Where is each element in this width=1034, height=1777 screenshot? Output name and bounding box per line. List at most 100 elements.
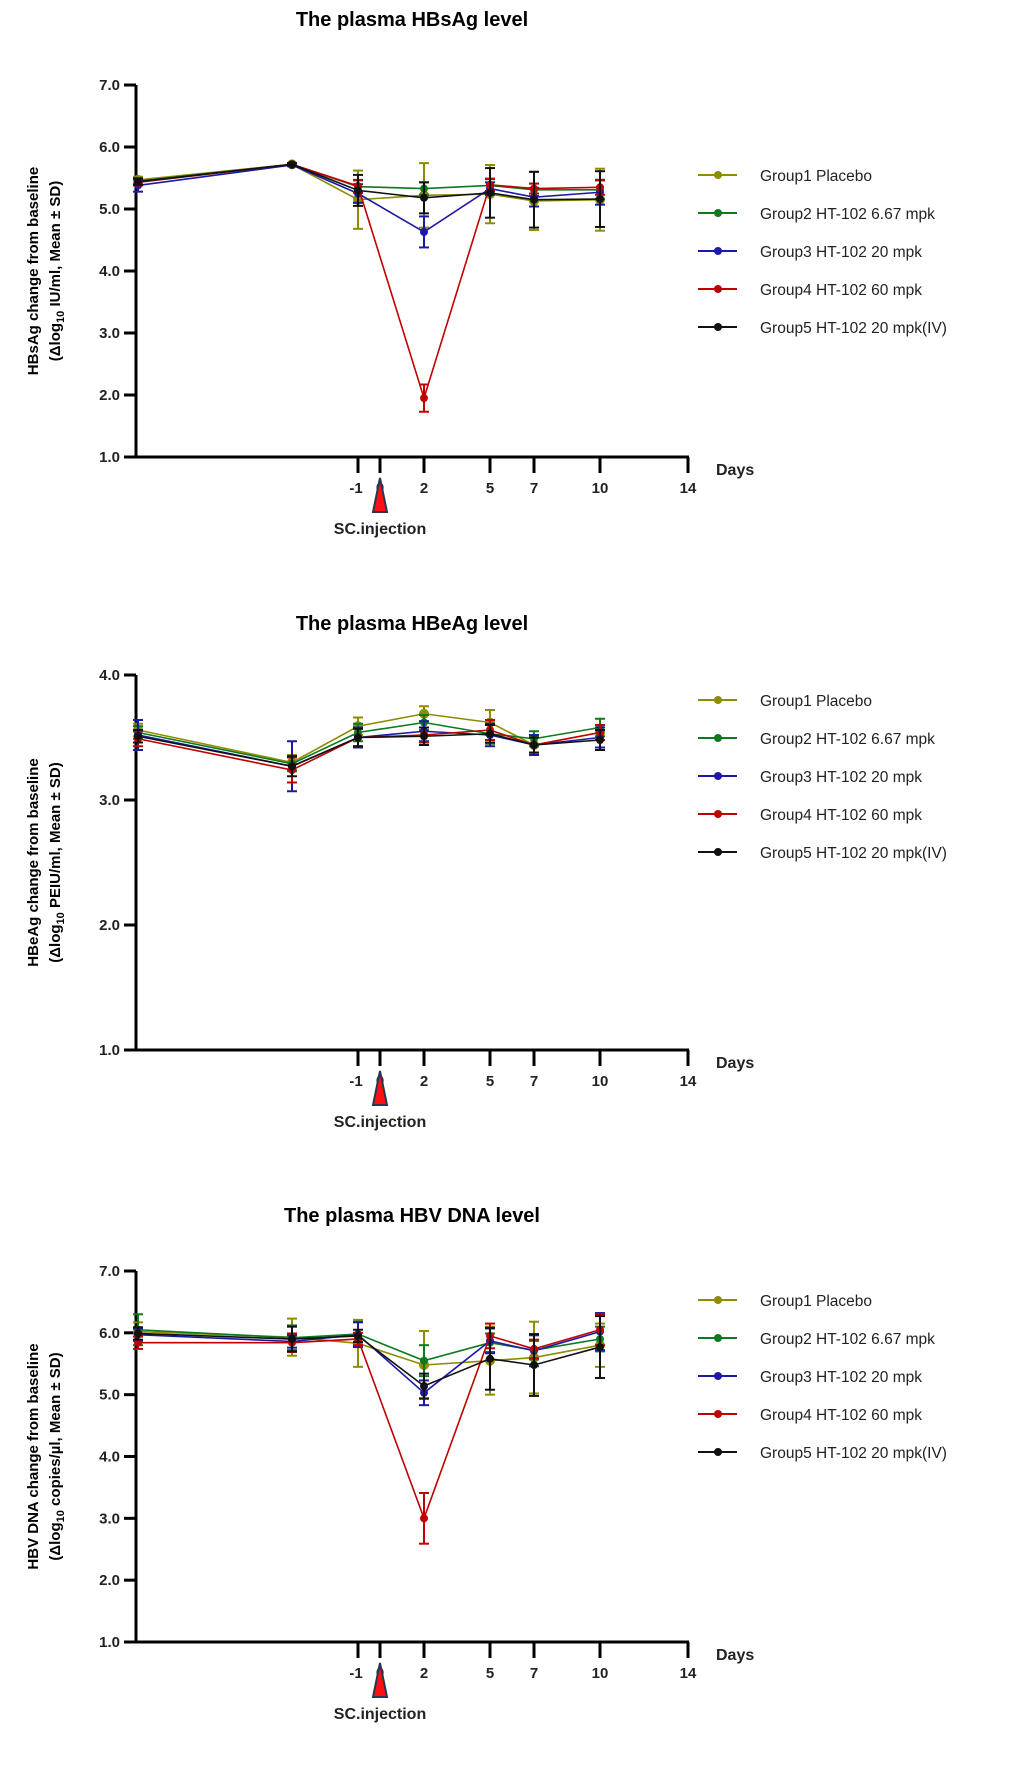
y-axis-label-suffix: PEIU/ml, Mean ± SD): [47, 762, 64, 912]
x-tick-label: 10: [592, 480, 609, 497]
legend-item: Group4 HT-102 60 mpk: [698, 807, 922, 824]
data-point: [530, 741, 538, 749]
legend-label: Group4 HT-102 60 mpk: [760, 1407, 922, 1424]
x-axis-label: Days: [716, 1055, 754, 1072]
legend-item: Group1 Placebo: [698, 1293, 872, 1310]
legend-swatch-marker: [714, 734, 722, 742]
legend-swatch-marker: [714, 696, 722, 704]
y-tick-label: 3.0: [99, 1510, 120, 1527]
y-tick-label: 5.0: [99, 201, 120, 218]
data-point: [288, 762, 296, 771]
legend-swatch-marker: [714, 209, 722, 217]
y-axis-label-subscript: 10: [55, 1510, 67, 1522]
y-tick-label: 6.0: [99, 139, 120, 156]
data-point: [419, 708, 429, 719]
series-line: [137, 163, 600, 191]
legend: Group1 Placebo Group2 HT-102 6.67 mpk Grou…: [698, 168, 947, 337]
series-5: [133, 1315, 605, 1400]
data-point: [134, 1338, 142, 1347]
legend-label: Group2 HT-102 6.67 mpk: [760, 731, 935, 748]
y-tick-label: 7.0: [99, 77, 120, 94]
data-point: [420, 732, 428, 741]
legend-item: Group5 HT-102 20 mpk(IV): [698, 320, 947, 337]
legend-swatch-marker: [714, 1296, 722, 1304]
y-axis-label-line1: HBV DNA change from baseline: [25, 1343, 42, 1569]
y-axis-label-line1: HBeAg change from baseline: [25, 758, 42, 966]
x-tick-label: 5: [486, 480, 494, 497]
y-axis-label-prefix: (Δlog: [47, 924, 64, 962]
x-tick-label: 7: [530, 1073, 538, 1090]
legend-item: Group3 HT-102 20 mpk: [698, 769, 922, 786]
injection-annotation: SC.injection: [334, 1706, 426, 1723]
data-point: [486, 188, 494, 197]
legend-label: Group5 HT-102 20 mpk(IV): [760, 1445, 947, 1462]
y-tick-label: 4.0: [99, 1449, 120, 1466]
legend-label: Group5 HT-102 20 mpk(IV): [760, 320, 947, 337]
legend: Group1 Placebo Group2 HT-102 6.67 mpk Grou…: [698, 693, 947, 862]
y-tick-label: 1.0: [99, 1634, 120, 1651]
legend-item: Group3 HT-102 20 mpk: [698, 1369, 922, 1386]
injection-arrow-icon: [371, 1070, 389, 1106]
y-tick-label: 4.0: [99, 667, 120, 684]
data-point: [530, 195, 538, 204]
legend-item: Group3 HT-102 20 mpk: [698, 244, 922, 261]
legend-item: Group5 HT-102 20 mpk(IV): [698, 845, 947, 862]
y-axis-label-prefix: (Δlog: [47, 1522, 64, 1560]
chart-panel-2: The plasma HBeAg level1.02.03.04.0-10257…: [25, 613, 947, 1131]
x-tick-label: 14: [680, 1665, 697, 1682]
y-tick-label: 5.0: [99, 1387, 120, 1404]
legend-swatch-marker: [714, 171, 722, 179]
data-point: [596, 195, 604, 204]
legend-item: Group2 HT-102 6.67 mpk: [698, 206, 935, 223]
x-tick-label: 10: [592, 1073, 609, 1090]
data-point: [288, 1335, 296, 1344]
legend-swatch-marker: [714, 810, 722, 818]
y-axis-label-line1: HBsAg change from baseline: [25, 167, 42, 375]
y-tick-label: 4.0: [99, 263, 120, 280]
legend-label: Group3 HT-102 20 mpk: [760, 1369, 922, 1386]
legend: Group1 Placebo Group2 HT-102 6.67 mpk Grou…: [698, 1293, 947, 1462]
legend-swatch-marker: [714, 1410, 722, 1418]
x-tick-label: 2: [420, 480, 428, 497]
y-axis-label-suffix: copies/µl, Mean ± SD): [47, 1352, 64, 1510]
data-point: [354, 1331, 362, 1340]
data-point: [420, 227, 428, 236]
x-axis-label: Days: [716, 1647, 754, 1664]
legend-label: Group4 HT-102 60 mpk: [760, 807, 922, 824]
x-tick-label: 5: [486, 1665, 494, 1682]
legend-label: Group3 HT-102 20 mpk: [760, 769, 922, 786]
data-point: [486, 729, 494, 738]
legend-swatch-marker: [714, 1334, 722, 1342]
x-tick-label: -1: [349, 1665, 362, 1682]
legend-label: Group1 Placebo: [760, 1293, 872, 1310]
legend-swatch-marker: [714, 1372, 722, 1380]
legend-swatch-marker: [714, 247, 722, 255]
y-axis-label-line2: (Δlog10 PEIU/ml, Mean ± SD): [47, 762, 67, 962]
y-axis-label-suffix: IU/ml, Mean ± SD): [47, 181, 64, 311]
y-tick-label: 2.0: [99, 1572, 120, 1589]
legend-item: Group2 HT-102 6.67 mpk: [698, 1331, 935, 1348]
legend-label: Group5 HT-102 20 mpk(IV): [760, 845, 947, 862]
legend-label: Group2 HT-102 6.67 mpk: [760, 206, 935, 223]
y-tick-label: 2.0: [99, 387, 120, 404]
chart-title: The plasma HBV DNA level: [284, 1205, 540, 1227]
legend-label: Group4 HT-102 60 mpk: [760, 282, 922, 299]
injection-annotation: SC.injection: [334, 1114, 426, 1131]
data-point: [134, 732, 142, 741]
x-tick-label: 2: [420, 1665, 428, 1682]
data-point: [134, 177, 142, 186]
x-tick-label: -1: [349, 480, 362, 497]
data-point: [486, 1354, 494, 1363]
y-tick-label: 6.0: [99, 1325, 120, 1342]
y-tick-label: 1.0: [99, 449, 120, 466]
legend-swatch-marker: [714, 1448, 722, 1456]
y-tick-label: 3.0: [99, 325, 120, 342]
data-point: [596, 736, 604, 744]
legend-item: Group4 HT-102 60 mpk: [698, 282, 922, 299]
data-point: [288, 160, 296, 169]
y-tick-label: 3.0: [99, 792, 120, 809]
legend-label: Group2 HT-102 6.67 mpk: [760, 1331, 935, 1348]
legend-swatch-marker: [714, 848, 722, 856]
legend-label: Group1 Placebo: [760, 168, 872, 185]
